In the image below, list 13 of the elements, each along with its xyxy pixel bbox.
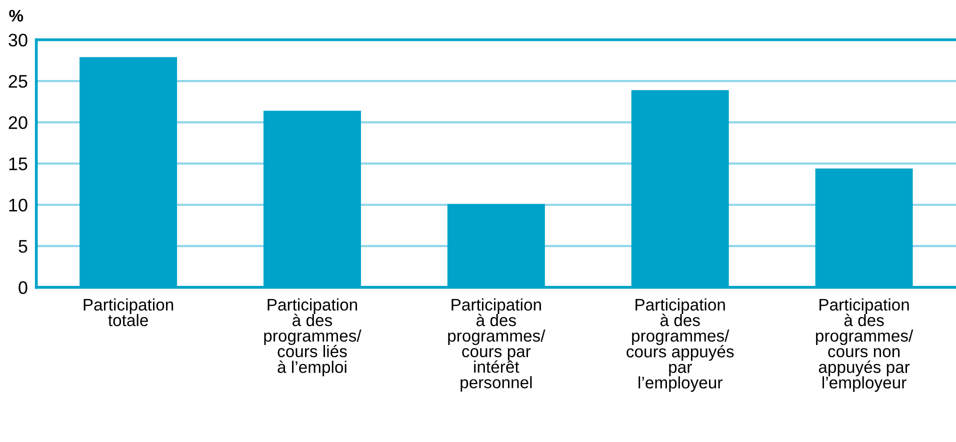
x-tick-label: Participation à des programmes/ cours liés à l’emploi xyxy=(264,298,362,376)
y-tick-label: 0 xyxy=(18,281,28,294)
y-axis-title: % xyxy=(9,10,24,22)
x-tick-label: Participation à des programmes/ cours appuyés par l’employeur xyxy=(626,298,734,392)
x-tick-label: Participation totale xyxy=(84,298,174,326)
y-tick-label: 30 xyxy=(8,34,28,46)
y-tick-label: 15 xyxy=(9,158,28,170)
x-tick-label: Participation à des programmes/ cours non appuyés par l’employeur xyxy=(816,298,914,392)
y-tick-label: 20 xyxy=(8,116,28,130)
y-tick-label: 10 xyxy=(9,198,28,212)
y-tick-label: 25 xyxy=(8,74,28,88)
y-tick-label: 5 xyxy=(18,240,28,253)
x-tick-label: Participation à des programmes/ cours par intérêt personnel xyxy=(448,298,546,392)
